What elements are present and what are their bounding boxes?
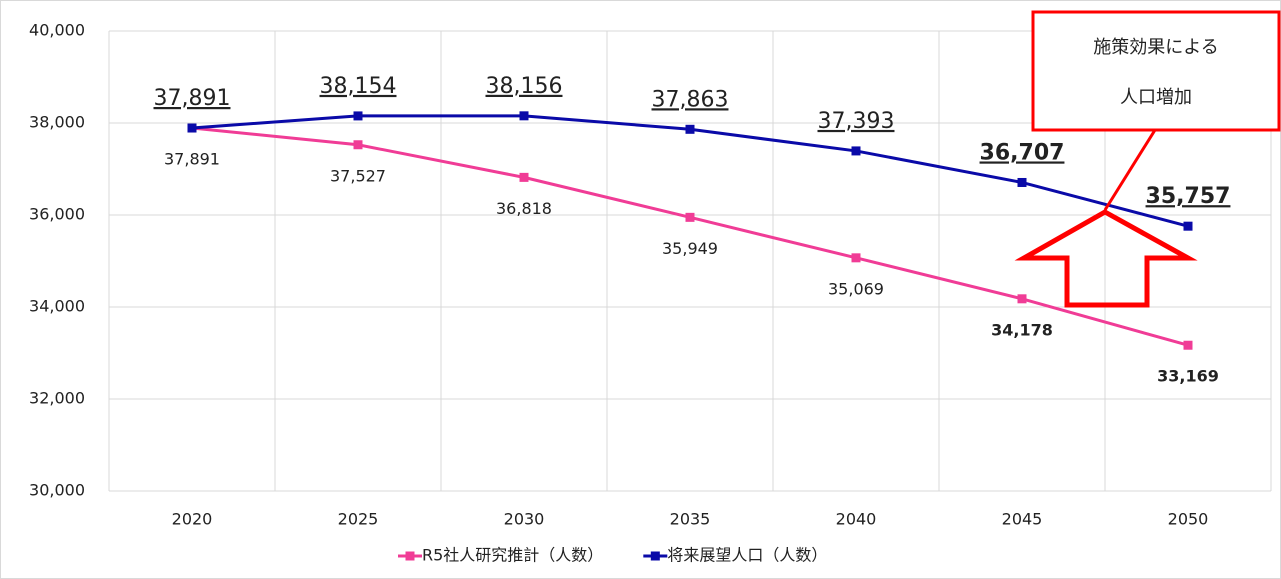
data-point	[187, 123, 197, 133]
data-point	[851, 146, 861, 156]
data-point	[1017, 177, 1027, 187]
data-point	[851, 253, 861, 263]
callout: 施策効果による 人口増加	[1014, 10, 1281, 308]
data-label: 35,069	[828, 279, 884, 298]
callout-pointer	[1103, 129, 1157, 211]
data-point	[1183, 340, 1193, 350]
y-tick-label: 38,000	[29, 113, 85, 132]
x-tick-label: 2050	[1168, 510, 1209, 529]
data-label: 35,757	[1146, 184, 1231, 209]
legend-swatch-marker	[405, 551, 415, 561]
data-label: 36,818	[496, 199, 552, 218]
y-tick-label: 34,000	[29, 297, 85, 316]
data-point	[1017, 294, 1027, 304]
x-tick-label: 2035	[670, 510, 711, 529]
data-label: 35,949	[662, 239, 718, 258]
data-label: 37,393	[818, 109, 895, 134]
x-tick-label: 2020	[172, 510, 213, 529]
annotation-line: 人口増加	[1120, 87, 1192, 108]
data-point	[519, 172, 529, 182]
data-label: 37,863	[652, 87, 729, 112]
data-point	[353, 111, 363, 121]
data-label: 38,156	[486, 74, 563, 99]
data-point	[353, 140, 363, 150]
x-tick-label: 2025	[338, 510, 379, 529]
data-point	[685, 124, 695, 134]
y-tick-label: 36,000	[29, 205, 85, 224]
annotation-line: 施策効果による	[1093, 37, 1218, 58]
x-tick-label: 2030	[504, 510, 545, 529]
data-label: 36,707	[980, 140, 1065, 165]
callout-box	[1031, 10, 1281, 132]
data: 37,891 37,527 36,818 35,949 35,069 34,178 33,1…	[154, 74, 1231, 386]
x-tick-label: 2040	[836, 510, 877, 529]
x-tick-label: 2045	[1002, 510, 1043, 529]
data-label: 38,154	[320, 74, 397, 99]
data-point	[685, 212, 695, 222]
legend-label: R5社人研究推計（人数）	[422, 546, 603, 565]
data-label: 37,891	[154, 86, 231, 111]
legend-label: 将来展望人口（人数）	[667, 546, 827, 565]
data-label: 37,891	[164, 150, 220, 169]
legend-swatch-marker	[650, 551, 660, 561]
data-point	[1183, 221, 1193, 231]
data-label: 34,178	[991, 320, 1053, 339]
up-arrow	[1014, 209, 1198, 308]
y-tick-label: 32,000	[29, 389, 85, 408]
data-label: 33,169	[1157, 367, 1219, 386]
y-tick-label: 40,000	[29, 21, 85, 40]
data-point	[519, 111, 529, 121]
data-label: 37,527	[330, 166, 386, 185]
y-tick-label: 30,000	[29, 481, 85, 500]
